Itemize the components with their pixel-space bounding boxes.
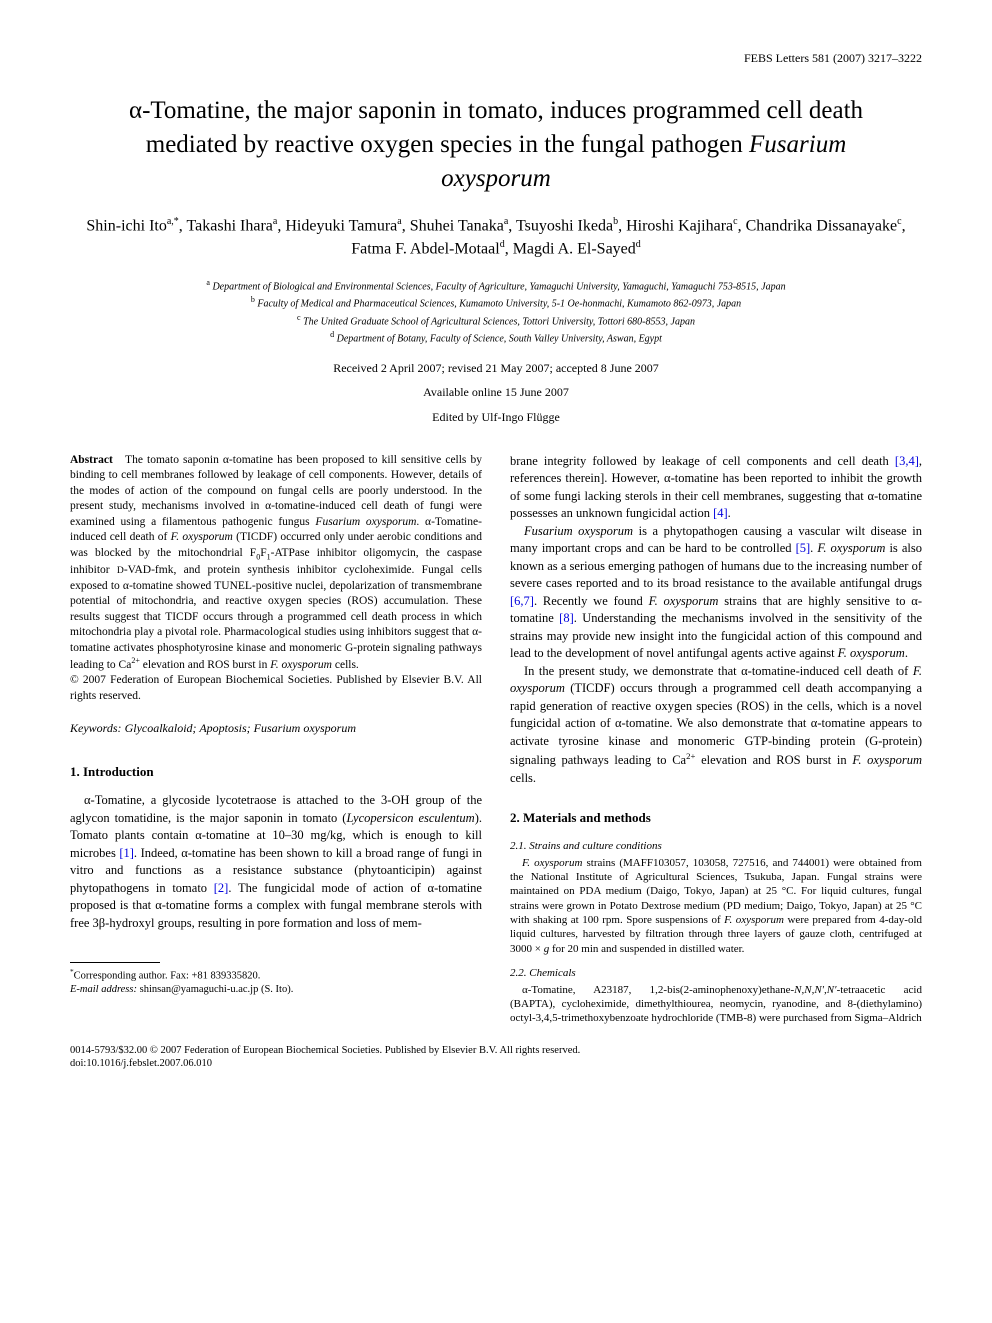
two-column-layout: Abstract The tomato saponin α-tomatine h…: [70, 453, 922, 1026]
received-dates: Received 2 April 2007; revised 21 May 20…: [70, 360, 922, 376]
abstract: Abstract The tomato saponin α-tomatine h…: [70, 453, 482, 705]
subsection-2-1-text: F. oxysporum strains (MAFF103057, 103058…: [510, 856, 922, 956]
left-column: Abstract The tomato saponin α-tomatine h…: [70, 453, 482, 1026]
footnote-rule: [70, 962, 160, 963]
col2-paragraph-1: brane integrity followed by leakage of c…: [510, 453, 922, 523]
section-2-heading: 2. Materials and methods: [510, 809, 922, 827]
section-1-heading: 1. Introduction: [70, 763, 482, 781]
subsection-2-2-text: α-Tomatine, A23187, 1,2-bis(2-aminopheno…: [510, 983, 922, 1026]
intro-paragraph-1: α-Tomatine, a glycoside lycotetraose is …: [70, 792, 482, 932]
col2-paragraph-2: Fusarium oxysporum is a phytopathogen ca…: [510, 523, 922, 663]
subsection-2-2-heading: 2.2. Chemicals: [510, 966, 922, 981]
article-title: α-Tomatine, the major saponin in tomato,…: [70, 94, 922, 195]
available-online: Available online 15 June 2007: [70, 384, 922, 400]
keywords: Keywords: Glycoalkaloid; Apoptosis; Fusa…: [70, 720, 482, 736]
right-column: brane integrity followed by leakage of c…: [510, 453, 922, 1026]
author-list: Shin-ichi Itoa,*, Takashi Iharaa, Hideyu…: [70, 215, 922, 260]
corresponding-author: *Corresponding author. Fax: +81 83933582…: [70, 967, 482, 997]
affiliations: a Department of Biological and Environme…: [70, 277, 922, 346]
edited-by: Edited by Ulf-Ingo Flügge: [70, 409, 922, 425]
copyright-doi: 0014-5793/$32.00 © 2007 Federation of Eu…: [70, 1044, 922, 1071]
journal-header: FEBS Letters 581 (2007) 3217–3222: [70, 50, 922, 66]
subsection-2-1-heading: 2.1. Strains and culture conditions: [510, 839, 922, 854]
col2-paragraph-3: In the present study, we demonstrate tha…: [510, 663, 922, 788]
